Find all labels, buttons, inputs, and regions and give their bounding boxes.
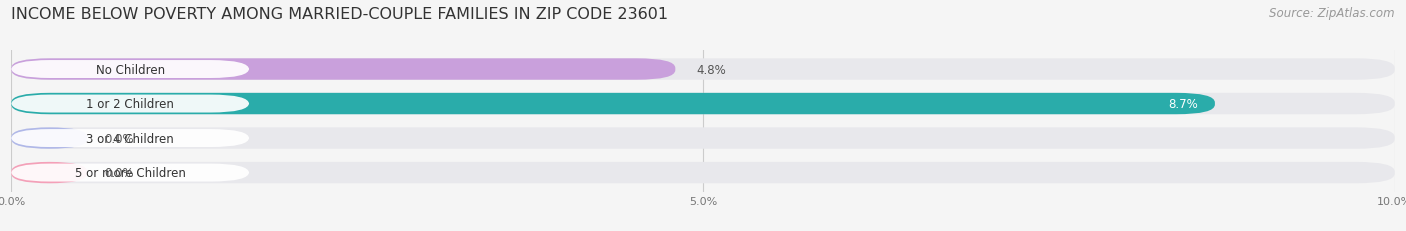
FancyBboxPatch shape [11,162,87,183]
Text: 0.0%: 0.0% [104,166,134,179]
Text: 3 or 4 Children: 3 or 4 Children [86,132,174,145]
Text: 4.8%: 4.8% [696,63,725,76]
Text: 5 or more Children: 5 or more Children [75,166,186,179]
FancyBboxPatch shape [11,61,249,79]
Text: Source: ZipAtlas.com: Source: ZipAtlas.com [1270,7,1395,20]
Text: 0.0%: 0.0% [104,132,134,145]
FancyBboxPatch shape [11,128,87,149]
FancyBboxPatch shape [11,93,1395,115]
FancyBboxPatch shape [11,162,1395,183]
FancyBboxPatch shape [11,59,1395,80]
FancyBboxPatch shape [11,130,249,147]
FancyBboxPatch shape [11,164,249,182]
FancyBboxPatch shape [11,59,675,80]
FancyBboxPatch shape [11,95,249,113]
Text: 8.7%: 8.7% [1168,98,1198,111]
Text: INCOME BELOW POVERTY AMONG MARRIED-COUPLE FAMILIES IN ZIP CODE 23601: INCOME BELOW POVERTY AMONG MARRIED-COUPL… [11,7,668,22]
Text: No Children: No Children [96,63,165,76]
FancyBboxPatch shape [11,93,1215,115]
FancyBboxPatch shape [11,128,1395,149]
Text: 1 or 2 Children: 1 or 2 Children [86,98,174,111]
